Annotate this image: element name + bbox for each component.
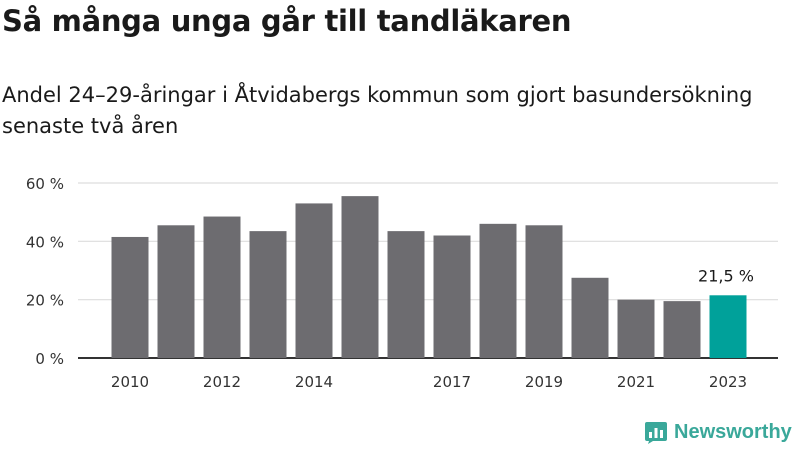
bar-2018 [479, 223, 517, 358]
bar-2013 [249, 231, 287, 358]
bar-2012 [203, 216, 241, 358]
bar-2010 [111, 236, 149, 358]
grid-layer [78, 182, 778, 359]
label-layer: 0 % 20 % 40 % 60 % 2010 2012 2014 2017 2019 2021 2… [26, 175, 754, 391]
bar-2014 [295, 203, 333, 358]
bar-2016 [387, 231, 425, 358]
bar-layer [111, 196, 747, 358]
x-tick-label: 2017 [433, 373, 471, 391]
bar-2020 [571, 277, 609, 358]
y-tick-label: 0 % [35, 350, 64, 368]
x-tick-label: 2019 [525, 373, 563, 391]
data-label: 21,5 % [698, 266, 754, 285]
x-tick-label: 2012 [203, 373, 241, 391]
bar-2017 [433, 235, 471, 358]
x-tick-label: 2014 [295, 373, 333, 391]
x-tick-label: 2023 [709, 373, 747, 391]
bar-2015 [341, 196, 379, 358]
bar-2021 [617, 299, 655, 358]
bar-2011 [157, 225, 195, 358]
newsworthy-logo-icon [645, 422, 667, 444]
bar-2019 [525, 225, 563, 358]
bar-2023 [709, 295, 747, 358]
x-tick-label: 2010 [111, 373, 149, 391]
x-tick-label: 2021 [617, 373, 655, 391]
newsworthy-logo-text: Newsworthy [674, 420, 792, 443]
y-tick-label: 20 % [26, 292, 64, 310]
y-tick-label: 40 % [26, 233, 64, 251]
newsworthy-logo: Newsworthy [644, 420, 792, 444]
y-tick-label: 60 % [26, 175, 64, 193]
chart-subtitle: Andel 24–29-åringar i Åtvidabergs kommun… [2, 83, 753, 138]
bar-2022 [663, 301, 701, 358]
chart-title: Så många unga går till tandläkaren [2, 4, 572, 38]
